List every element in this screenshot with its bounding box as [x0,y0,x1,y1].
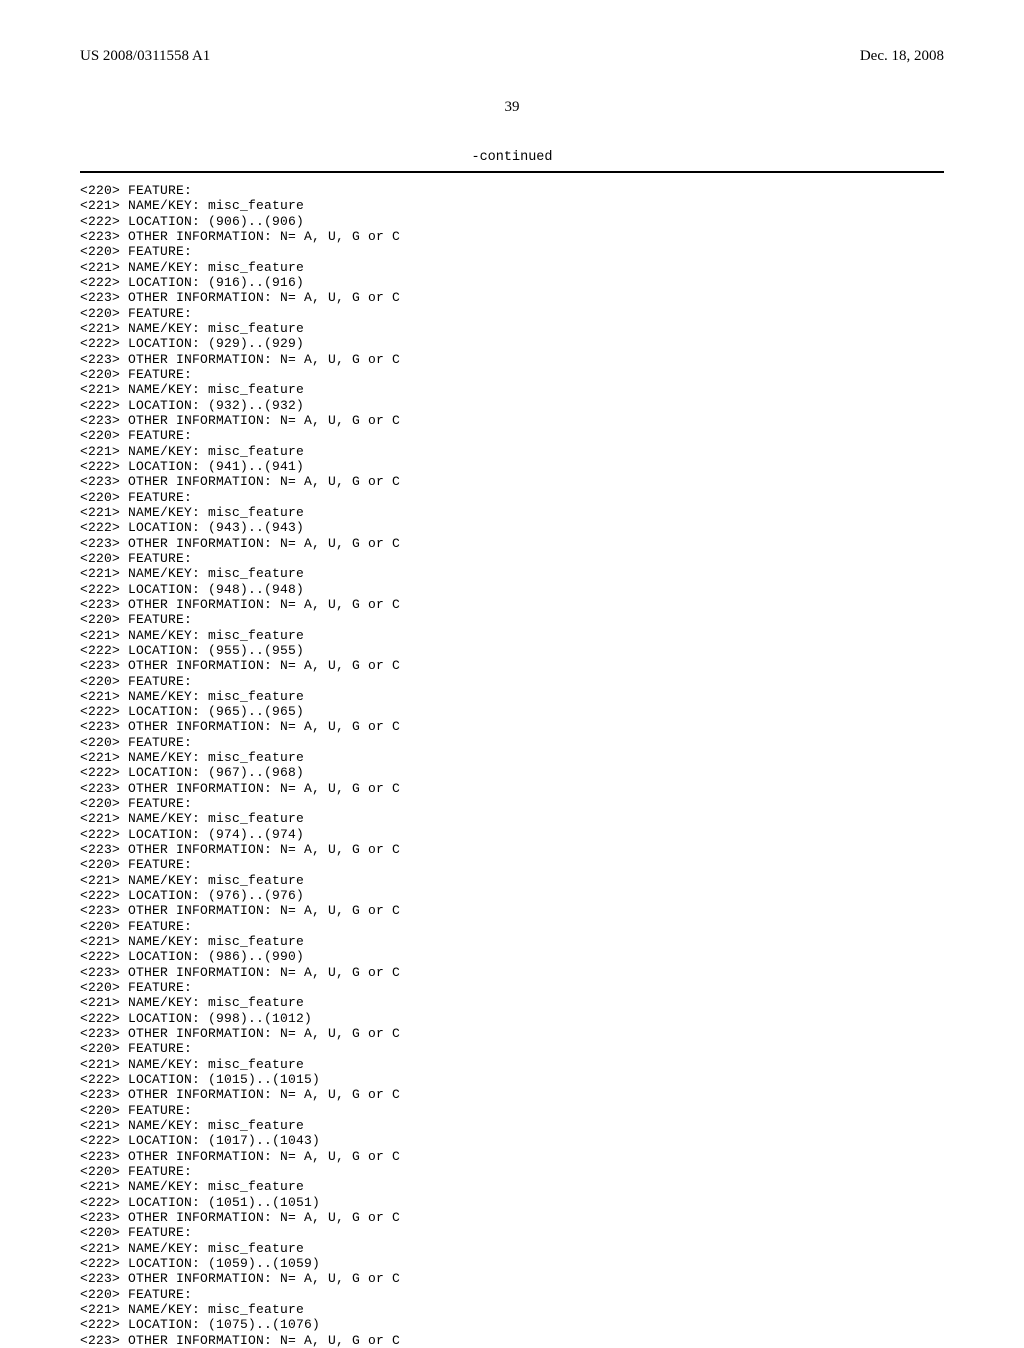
publication-number: US 2008/0311558 A1 [80,48,210,65]
continued-label: -continued [80,150,944,165]
page-header: US 2008/0311558 A1 Dec. 18, 2008 [80,48,944,65]
horizontal-rule [80,171,944,173]
sequence-listing: <220> FEATURE: <221> NAME/KEY: misc_feat… [80,183,944,1348]
page-number: 39 [80,99,944,116]
patent-page: US 2008/0311558 A1 Dec. 18, 2008 39 -con… [0,0,1024,1320]
publication-date: Dec. 18, 2008 [860,48,944,65]
